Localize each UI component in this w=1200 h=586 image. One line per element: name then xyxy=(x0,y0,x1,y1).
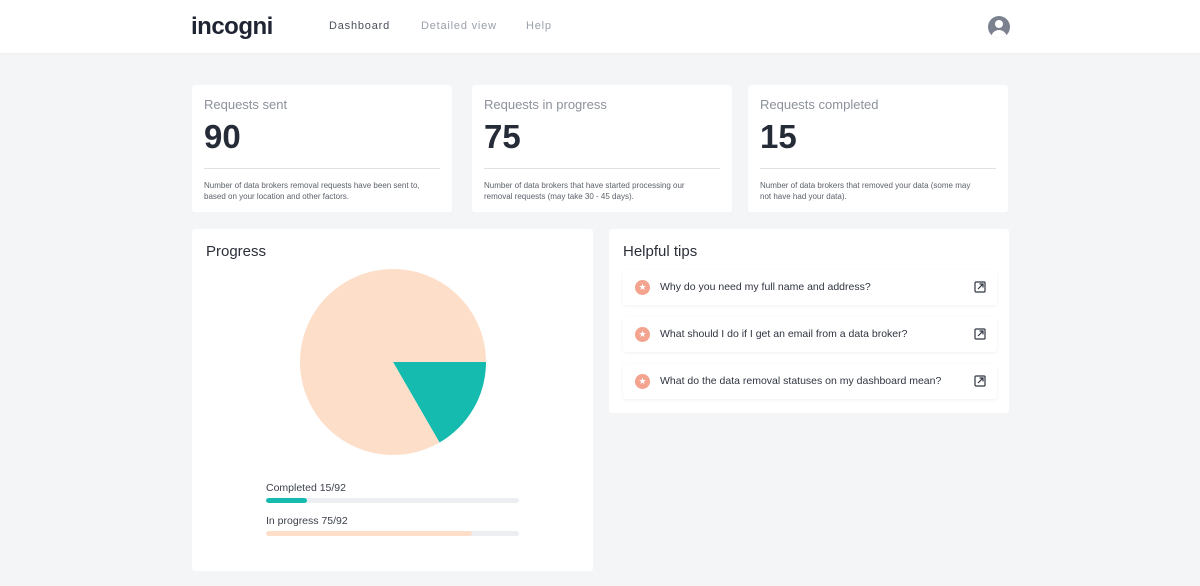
in-progress-fill xyxy=(266,531,473,536)
stat-description-line: Number of data brokers that have started… xyxy=(484,181,685,190)
stat-value: 75 xyxy=(484,118,521,155)
avatar-head xyxy=(995,20,1003,28)
nav-dashboard[interactable]: Dashboard xyxy=(329,20,391,32)
star-icon: ★ xyxy=(635,280,650,295)
stat-divider xyxy=(484,168,720,169)
external-link-icon[interactable] xyxy=(974,281,986,293)
stat-title: Requests sent xyxy=(204,97,288,112)
stat-description: Number of data brokers removal requests … xyxy=(204,180,420,202)
stat-divider xyxy=(204,168,440,169)
tip-text: What should I do if I get an email from … xyxy=(660,328,908,340)
stat-value: 15 xyxy=(760,118,797,155)
progress-title: Progress xyxy=(206,243,267,260)
nav-help[interactable]: Help xyxy=(526,20,552,32)
stat-value: 90 xyxy=(204,118,241,155)
stat-divider xyxy=(760,168,996,169)
tip-text: What do the data removal statuses on my … xyxy=(660,375,942,387)
nav-detailed-view[interactable]: Detailed view xyxy=(421,20,497,32)
completed-label: Completed 15/92 xyxy=(266,482,346,494)
helpful-tips-card: Helpful tips ★ Why do you need my full n… xyxy=(609,229,1009,413)
star-icon: ★ xyxy=(635,374,650,389)
stat-description-line: removal requests (may take 30 - 45 days)… xyxy=(484,192,634,201)
tip-item[interactable]: ★ What should I do if I get an email fro… xyxy=(623,317,997,352)
user-avatar-icon[interactable] xyxy=(988,16,1010,38)
progress-card: Progress Completed 15/92 In progress 75/… xyxy=(192,229,593,571)
star-icon: ★ xyxy=(635,327,650,342)
helpful-tips-title: Helpful tips xyxy=(623,243,698,260)
stat-description-line: based on your location and other factors… xyxy=(204,192,349,201)
stat-description-line: not have had your data). xyxy=(760,192,847,201)
in-progress-bar xyxy=(266,531,519,536)
tip-item[interactable]: ★ What do the data removal statuses on m… xyxy=(623,364,997,399)
tip-item[interactable]: ★ Why do you need my full name and addre… xyxy=(623,270,997,305)
incogni-logo[interactable]: incogni xyxy=(191,13,273,40)
top-navigation-bar: incogni Dashboard Detailed view Help xyxy=(0,0,1200,53)
stat-title: Requests completed xyxy=(760,97,879,112)
in-progress-label: In progress 75/92 xyxy=(266,515,348,527)
pie-slice-in-progress xyxy=(300,269,486,455)
stat-title: Requests in progress xyxy=(484,97,607,112)
completed-progress-fill xyxy=(266,498,308,503)
stat-description: Number of data brokers that have started… xyxy=(484,180,685,202)
stat-card-requests-in-progress: Requests in progress 75 Number of data b… xyxy=(472,85,732,212)
progress-pie-chart xyxy=(300,269,486,455)
pie-slice-completed xyxy=(393,362,486,443)
stat-card-requests-completed: Requests completed 15 Number of data bro… xyxy=(748,85,1008,212)
external-link-icon[interactable] xyxy=(974,375,986,387)
avatar-shoulders xyxy=(991,30,1007,38)
completed-progress-bar xyxy=(266,498,519,503)
stat-card-requests-sent: Requests sent 90 Number of data brokers … xyxy=(192,85,452,212)
tip-text: Why do you need my full name and address… xyxy=(660,281,871,293)
external-link-icon[interactable] xyxy=(974,328,986,340)
stat-description: Number of data brokers that removed your… xyxy=(760,180,970,202)
stat-description-line: Number of data brokers removal requests … xyxy=(204,181,420,190)
stat-description-line: Number of data brokers that removed your… xyxy=(760,181,971,190)
